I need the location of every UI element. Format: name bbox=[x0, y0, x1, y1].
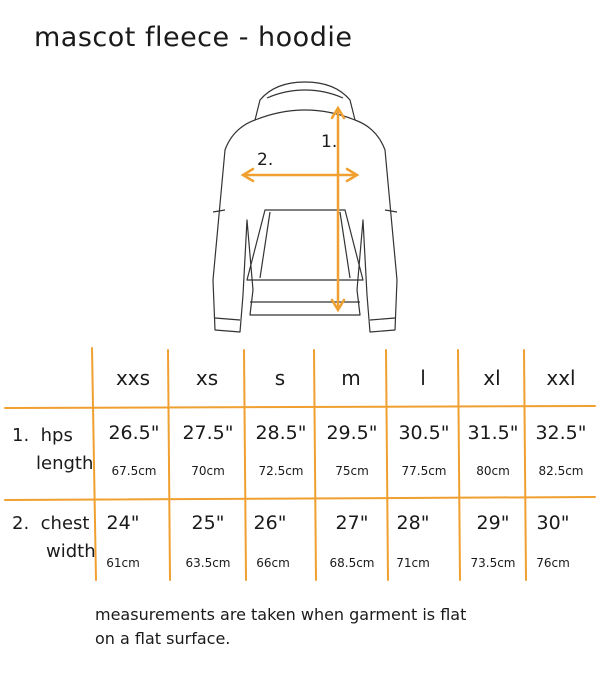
chest-label: 2. bbox=[257, 150, 274, 170]
row-2-label: 2. chest width bbox=[12, 510, 96, 566]
table-cell: 32.5" bbox=[535, 422, 587, 444]
table-cell: 28.5" bbox=[255, 422, 307, 444]
row-2-label-line1: chest bbox=[40, 513, 90, 534]
table-cell: 61cm bbox=[106, 556, 140, 570]
table-cell: 29" bbox=[476, 512, 510, 534]
hoodie-diagram bbox=[212, 81, 398, 333]
row-1-number: 1. bbox=[12, 425, 30, 446]
table-cell: 30.5" bbox=[398, 422, 450, 444]
table-cell: 80cm bbox=[476, 464, 510, 478]
size-m: m bbox=[341, 366, 361, 390]
table-cell: 25" bbox=[191, 512, 225, 534]
size-xl: xl bbox=[483, 366, 501, 390]
table-cell: 70cm bbox=[191, 464, 225, 478]
table-cell: 76cm bbox=[536, 556, 570, 570]
table-cell: 27" bbox=[335, 512, 369, 534]
size-s: s bbox=[274, 366, 286, 390]
table-cell: 24" bbox=[106, 512, 140, 534]
row-2-number: 2. bbox=[12, 513, 30, 534]
page-title: mascot fleece - hoodie bbox=[34, 22, 353, 53]
size-xxl: xxl bbox=[546, 366, 576, 390]
row-2-label-line2: width bbox=[46, 541, 96, 562]
row-1-label-line1: hps bbox=[40, 425, 73, 446]
table-cell: 26" bbox=[253, 512, 287, 534]
table-cell: 31.5" bbox=[467, 422, 519, 444]
length-label: 1. bbox=[321, 132, 338, 152]
row-1-label-line2: length bbox=[36, 453, 94, 474]
measurement-note: measurements are taken when garment is f… bbox=[95, 603, 466, 651]
size-table-grid bbox=[4, 347, 596, 581]
table-cell: 26.5" bbox=[108, 422, 160, 444]
note-line-1: measurements are taken when garment is f… bbox=[95, 605, 467, 624]
table-cell: 72.5cm bbox=[258, 464, 304, 478]
size-xs: xs bbox=[195, 366, 219, 390]
table-cell: 75cm bbox=[335, 464, 369, 478]
table-cell: 68.5cm bbox=[329, 556, 375, 570]
table-cell: 27.5" bbox=[182, 422, 234, 444]
row-1-label: 1. hps length bbox=[12, 422, 93, 478]
table-cell: 63.5cm bbox=[185, 556, 231, 570]
table-cell: 67.5cm bbox=[111, 464, 157, 478]
table-cell: 77.5cm bbox=[401, 464, 447, 478]
table-cell: 29.5" bbox=[326, 422, 378, 444]
table-cell: 66cm bbox=[256, 556, 290, 570]
table-cell: 71cm bbox=[396, 556, 430, 570]
table-cell: 28" bbox=[396, 512, 430, 534]
table-cell: 82.5cm bbox=[538, 464, 584, 478]
size-l: l bbox=[420, 366, 426, 390]
note-line-2: on a flat surface. bbox=[95, 629, 231, 648]
table-cell: 73.5cm bbox=[470, 556, 516, 570]
size-xxs: xxs bbox=[115, 366, 151, 390]
table-cell: 30" bbox=[536, 512, 570, 534]
